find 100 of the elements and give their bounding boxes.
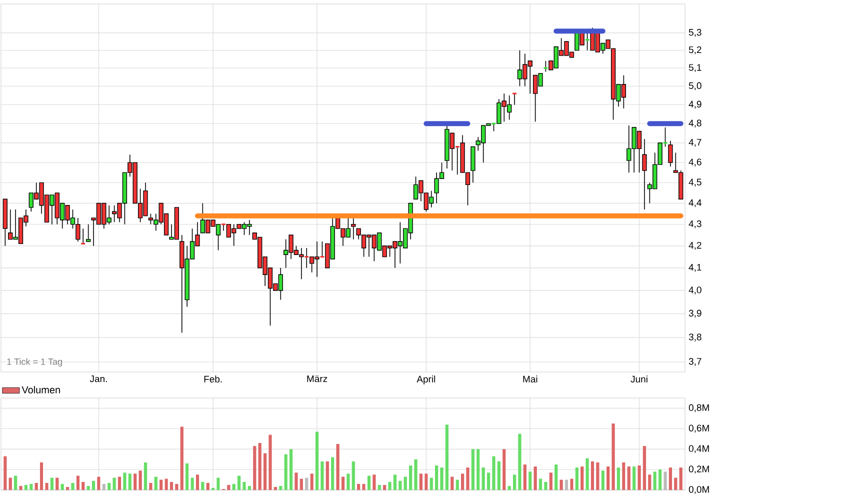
bar	[92, 480, 96, 490]
annotation: 1 Tick = 1 Tag	[7, 358, 62, 367]
bar	[45, 482, 48, 490]
y-tick-label: 3,7	[688, 358, 702, 366]
y-tick-label: 0,8M	[688, 404, 709, 412]
bar	[580, 466, 584, 490]
bar	[352, 461, 355, 490]
bar	[144, 462, 148, 490]
bar	[284, 454, 288, 490]
bar	[248, 486, 252, 490]
x-tick-label: Juni	[630, 376, 648, 382]
x-tick-label: April	[416, 376, 436, 384]
bar	[346, 474, 350, 490]
bar	[60, 484, 64, 490]
y-tick-label: 3,9	[688, 310, 702, 318]
bar	[590, 461, 594, 490]
bar	[190, 478, 194, 490]
bar	[372, 474, 376, 490]
bar	[460, 474, 464, 490]
bar	[642, 446, 646, 490]
bar	[549, 472, 552, 490]
bar	[612, 424, 615, 490]
bar	[112, 478, 116, 490]
bar	[668, 468, 672, 490]
bar	[315, 432, 319, 490]
bar	[560, 480, 563, 490]
bar	[170, 482, 174, 490]
bar	[320, 461, 324, 490]
y-tick-label: 4,4	[688, 199, 702, 208]
x-tick-label: Jan.	[90, 376, 107, 382]
bar	[242, 482, 246, 490]
bar	[528, 472, 532, 490]
bar	[575, 468, 578, 490]
bar	[378, 484, 381, 490]
bar	[638, 465, 641, 490]
y-tick-label: 4,9	[688, 100, 702, 109]
candlestick	[668, 140, 673, 167]
bar	[456, 480, 459, 490]
bar	[632, 466, 636, 490]
bar	[274, 486, 277, 490]
bar	[393, 474, 397, 490]
bar	[216, 478, 220, 490]
bar	[310, 474, 314, 490]
bar	[30, 484, 33, 490]
bar	[409, 465, 412, 490]
bar	[206, 482, 210, 490]
x-tick-label: Feb.	[204, 376, 222, 382]
bar	[440, 468, 444, 490]
y-tick-label: 5,0	[688, 82, 702, 90]
bar	[118, 476, 122, 490]
bar	[362, 484, 366, 490]
candlestick	[86, 224, 91, 242]
bar	[34, 482, 38, 490]
bar	[398, 480, 402, 490]
bar	[232, 484, 236, 490]
bar	[19, 486, 22, 490]
bar	[466, 468, 470, 490]
y-tick-label: 0,0M	[688, 486, 709, 494]
bar	[544, 482, 548, 490]
bar	[497, 461, 500, 490]
bar	[4, 456, 7, 490]
y-tick-label: 4,8	[688, 120, 702, 128]
bar	[357, 484, 360, 490]
bar	[586, 458, 589, 490]
bar	[383, 484, 386, 490]
bar	[435, 465, 438, 490]
bar	[263, 453, 267, 490]
bar	[237, 476, 241, 490]
bar	[40, 462, 44, 490]
bar	[518, 434, 522, 490]
y-tick-label: 3,8	[688, 334, 702, 342]
y-tick-label: 4,7	[688, 138, 702, 147]
bar	[414, 459, 418, 490]
bar	[164, 478, 168, 490]
bar	[404, 476, 407, 490]
y-tick-label: 4,6	[688, 158, 702, 166]
bar	[445, 424, 449, 490]
y-tick-label: 0,2M	[688, 466, 709, 474]
candlestick	[512, 92, 518, 106]
bar	[66, 486, 70, 490]
bar	[674, 478, 678, 490]
x-tick-label: Mai	[523, 376, 538, 382]
bar	[367, 476, 371, 490]
y-tick-label: 4,2	[688, 242, 702, 250]
bar	[658, 470, 662, 490]
bar	[596, 462, 600, 490]
bar	[175, 484, 178, 490]
bar	[138, 470, 142, 490]
y-tick-label: 4,5	[688, 178, 702, 187]
bar	[294, 472, 298, 490]
bar	[450, 476, 454, 490]
bar	[300, 478, 303, 490]
bar	[486, 472, 490, 490]
bar	[108, 482, 111, 490]
bar	[14, 476, 18, 490]
bar	[123, 472, 126, 490]
bar	[601, 470, 604, 490]
y-tick-label: 5,3	[688, 28, 702, 37]
y-tick-label: 0,6M	[688, 424, 709, 433]
y-tick-label: 5,2	[688, 46, 702, 54]
